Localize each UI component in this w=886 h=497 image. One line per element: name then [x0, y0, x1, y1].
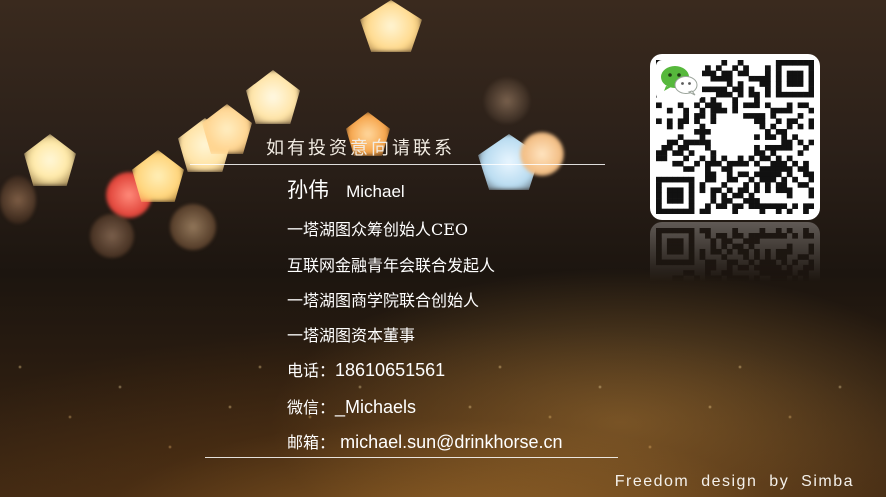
- name-english: Michael: [346, 182, 405, 201]
- email-label: 邮箱：: [287, 433, 336, 452]
- bokeh-light: [0, 176, 36, 224]
- phone-line: 电话：18610651561: [287, 357, 445, 381]
- wechat-logo-icon: [656, 60, 702, 100]
- email-line: 邮箱： michael.sun@drinkhorse.cn: [287, 429, 562, 453]
- bokeh-light: [170, 204, 216, 250]
- title-line: 一塔湖图商学院联合创始人: [287, 291, 480, 310]
- card-heading: 如有投资意向请联系: [266, 138, 455, 159]
- wechat-qr-code[interactable]: [650, 54, 820, 220]
- contact-name: 孙伟 Michael: [287, 174, 405, 204]
- designer-credit: Freedom design by Simba: [614, 473, 854, 490]
- name-chinese: 孙伟: [287, 178, 329, 202]
- email-address[interactable]: michael.sun@drinkhorse.cn: [340, 432, 563, 452]
- wechat-id[interactable]: _Michaels: [335, 397, 417, 417]
- title-line: 一塔湖图资本董事: [287, 326, 416, 345]
- wechat-line: 微信：_Michaels: [287, 394, 416, 418]
- ground-sparkle: [0, 327, 886, 497]
- title-line: 互联网金融青年会联合发起人: [287, 256, 496, 275]
- top-divider: [190, 164, 605, 165]
- wechat-label: 微信：: [287, 398, 336, 417]
- title-line: 一塔湖图众筹创始人CEO: [287, 220, 469, 239]
- qr-reflection: [650, 222, 820, 282]
- phone-label: 电话：: [287, 361, 336, 380]
- phone-number[interactable]: 18610651561: [335, 360, 446, 380]
- bokeh-light: [520, 132, 564, 176]
- bokeh-light: [90, 214, 134, 258]
- bottom-divider: [205, 457, 618, 458]
- bokeh-light: [484, 78, 530, 124]
